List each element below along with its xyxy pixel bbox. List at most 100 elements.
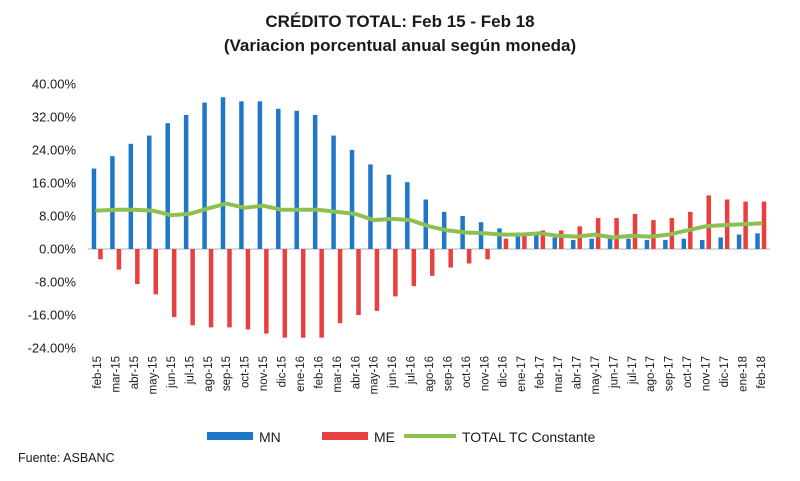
bar-mn (368, 164, 373, 249)
x-tick-label: sep-15 (221, 356, 233, 391)
x-tick-label: feb-15 (92, 356, 104, 389)
y-tick-label: -16.00% (28, 308, 77, 323)
y-tick-label: 24.00% (32, 143, 77, 158)
bar-mn (386, 174, 392, 249)
x-tick-label: dic-16 (498, 356, 510, 387)
plot-area: 40.00% 32.00% 24.00% 16.00% 8.00% 0.00% -8.00%… (28, 77, 770, 394)
bar-mn (183, 114, 189, 249)
bar-mn (497, 228, 502, 249)
x-tick-label: dic-15 (277, 356, 289, 387)
x-tick-label: jul-16 (406, 356, 418, 385)
bar-me (559, 230, 564, 249)
x-tick-label: ago-16 (424, 356, 436, 392)
x-tick-label: ene-18 (737, 356, 749, 392)
bar-me (393, 249, 398, 297)
bar-mn (312, 114, 318, 249)
bar-me (98, 249, 103, 260)
bar-me (448, 249, 453, 268)
x-tick-label: sep-16 (442, 356, 454, 391)
bar-me (540, 230, 546, 249)
x-tick-label: mar-17 (553, 356, 565, 392)
bar-me (337, 249, 343, 324)
bar-mn (736, 234, 742, 249)
bar-mn (91, 168, 97, 249)
x-tick-label: nov-17 (700, 356, 712, 391)
bar-mn (349, 150, 355, 249)
bar-me (116, 249, 122, 270)
legend-swatch (207, 432, 253, 440)
x-tick-label: may-15 (148, 356, 160, 394)
bar-mn (239, 101, 244, 249)
bar-mn (515, 232, 521, 249)
x-tick-label: jul-15 (184, 356, 196, 385)
source-note: Fuente: ASBANC (18, 451, 115, 465)
y-tick-label: 0.00% (39, 242, 76, 257)
bar-mn (110, 156, 115, 249)
bar-mn (147, 135, 152, 249)
bar-me (282, 249, 288, 338)
bar-mn (755, 233, 760, 249)
bar-mn (626, 238, 631, 249)
bar-mn (681, 238, 687, 249)
x-tick-label: jun-16 (387, 356, 399, 389)
bar-me (319, 249, 324, 338)
chart-title: CRÉDITO TOTAL: Feb 15 - Feb 18 (265, 12, 534, 31)
y-tick-label: -24.00% (28, 341, 77, 356)
x-tick-label: mar-15 (111, 356, 123, 392)
bar-me (632, 213, 638, 249)
bar-mn (534, 234, 539, 249)
bar-me (208, 249, 214, 328)
x-tick-label: mar-16 (332, 356, 344, 392)
bar-me (411, 249, 417, 287)
y-tick-label: 32.00% (32, 110, 77, 125)
bar-me (171, 249, 177, 318)
x-tick-label: ene-17 (516, 356, 528, 392)
bar-me (153, 249, 159, 295)
bar-mn (202, 102, 207, 249)
bar-me (485, 249, 490, 260)
bar-mn (128, 143, 134, 249)
x-tick-label: dic-17 (719, 356, 731, 387)
x-tick-label: oct-17 (682, 356, 694, 388)
bar-me (264, 249, 269, 334)
x-tick-label: nov-15 (258, 356, 270, 391)
x-tick-label: feb-17 (535, 356, 547, 389)
bar-me (245, 249, 251, 330)
bar-me (374, 249, 380, 311)
bar-mn (165, 123, 170, 249)
bar-me (503, 238, 509, 249)
x-tick-label: oct-15 (240, 356, 252, 388)
x-tick-label: nov-16 (479, 356, 491, 391)
bar-mn (607, 238, 613, 249)
chart-subtitle: (Variacion porcentual anual según moneda… (224, 36, 576, 55)
y-tick-label: 8.00% (39, 209, 76, 224)
bar-me (227, 249, 232, 328)
legend-label: ME (374, 429, 395, 445)
bar-mn (699, 239, 705, 249)
bar-me (356, 249, 361, 315)
legend-label: MN (259, 429, 281, 445)
y-tick-label: -8.00% (35, 275, 77, 290)
line-total-tc-constante (95, 201, 763, 240)
bar-me (135, 249, 140, 285)
bar-mn (276, 108, 281, 249)
x-tick-label: abr-16 (350, 356, 362, 389)
x-tick-label: may-16 (369, 356, 381, 394)
x-tick-label: jul-17 (627, 356, 639, 385)
bar-mn (220, 97, 226, 249)
bar-me (300, 249, 306, 338)
bar-mn (331, 135, 336, 249)
bar-me (761, 201, 767, 249)
bar-me (466, 249, 472, 264)
bar-mn (718, 237, 723, 249)
x-tick-label: jun-15 (166, 356, 178, 389)
x-tick-label: feb-18 (756, 356, 768, 389)
bar-me (190, 249, 195, 326)
bar-mn (663, 239, 668, 249)
bar-mn (294, 110, 299, 249)
bar-mn (589, 238, 594, 249)
legend: MN ME TOTAL TC Constante (207, 429, 596, 445)
bar-mn (405, 182, 410, 249)
x-tick-label: may-17 (590, 356, 602, 394)
